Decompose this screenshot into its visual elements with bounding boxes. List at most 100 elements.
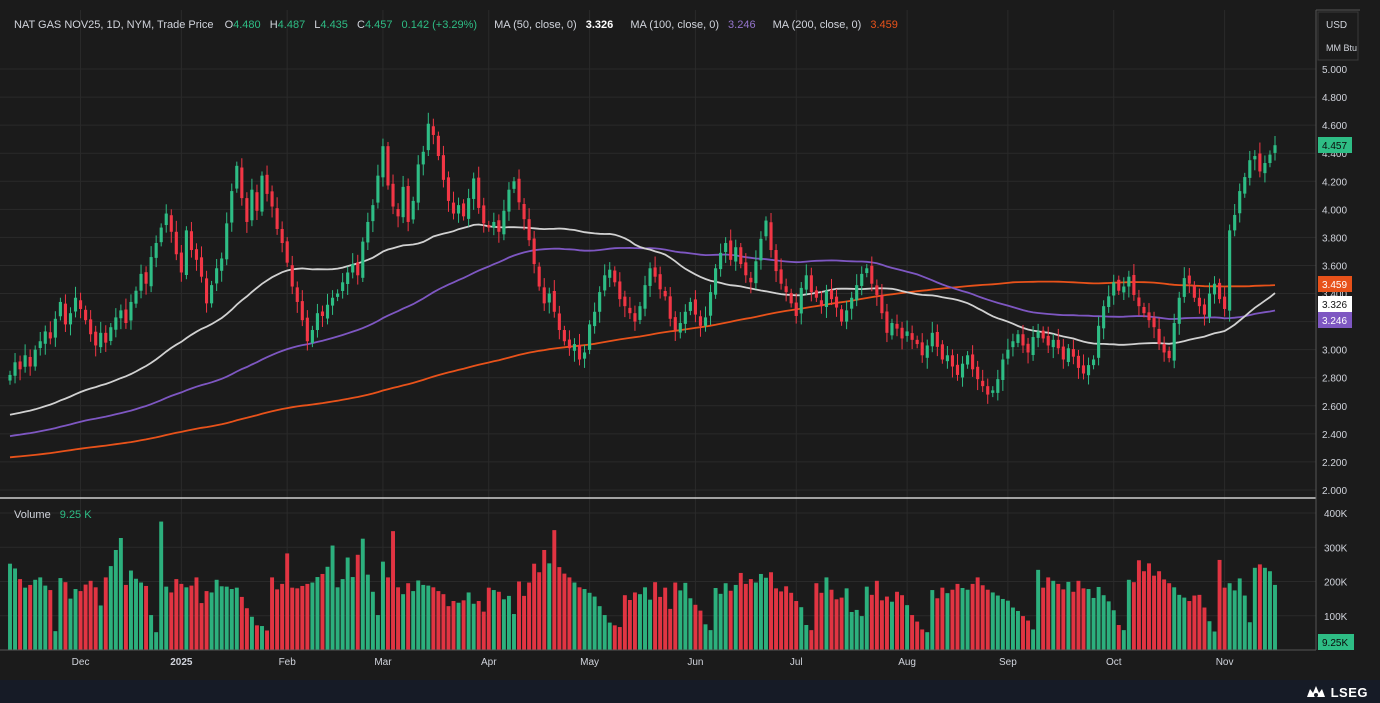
volume-bar — [310, 582, 315, 650]
candle-body — [305, 317, 309, 342]
candle-body — [320, 311, 325, 316]
ma100-label[interactable]: MA (100, close, 0) — [630, 19, 719, 31]
volume-bar — [965, 589, 970, 650]
candle — [1046, 326, 1050, 354]
volume-bar — [799, 607, 804, 650]
candle — [1081, 354, 1086, 380]
volume-bar — [401, 594, 406, 650]
volume-bar — [1212, 631, 1217, 650]
candle — [1092, 355, 1096, 370]
candle-body — [1207, 293, 1212, 318]
candle-body — [542, 287, 546, 304]
candle-body — [1233, 214, 1237, 231]
volume-bar — [522, 595, 527, 650]
volume-bar — [839, 597, 844, 650]
volume-bar — [290, 587, 295, 650]
candle-body — [1273, 145, 1277, 153]
symbol-description[interactable]: NAT GAS NOV25, 1D, NYM, Trade Price — [14, 19, 214, 31]
volume-bar — [431, 587, 436, 650]
candle — [638, 301, 642, 325]
candle — [270, 185, 274, 218]
volume-bar — [441, 594, 446, 650]
volume-bar — [1257, 564, 1262, 650]
candle-body — [935, 331, 939, 347]
candle — [139, 264, 143, 299]
candle-body — [149, 257, 153, 287]
candle — [1127, 270, 1131, 298]
volume-bar — [1096, 586, 1101, 650]
candle-body — [603, 275, 607, 291]
candle-body — [779, 269, 783, 284]
chart-svg[interactable]: 5.000 4.800 4.600 4.400 4.200 4.000 3.800 3.600… — [0, 0, 1380, 680]
volume-bar — [562, 573, 567, 650]
candle-body — [789, 292, 793, 304]
volume-bar — [1106, 601, 1111, 650]
volume-bar — [159, 521, 164, 650]
volume-bar — [829, 589, 834, 650]
candle-body — [890, 323, 894, 336]
time-tick-label: 2025 — [170, 657, 193, 668]
ma100-value: 3.246 — [728, 19, 756, 31]
candle — [532, 230, 536, 274]
candle — [169, 209, 173, 243]
candle-body — [129, 301, 133, 321]
candle-body — [693, 299, 697, 315]
candle — [1117, 275, 1121, 295]
candle-body — [456, 205, 461, 214]
candle-body — [366, 221, 370, 243]
ma200-label[interactable]: MA (200, close, 0) — [773, 19, 862, 31]
price-tick-label: 2.600 — [1322, 402, 1347, 413]
candle-body — [1041, 330, 1045, 339]
brand-text: LSEG — [1330, 684, 1368, 700]
volume-bar — [1172, 587, 1177, 650]
chart-frame[interactable]: 5.000 4.800 4.600 4.400 4.200 4.000 3.800 3.600… — [0, 0, 1380, 680]
candle-body — [426, 123, 430, 151]
candle-body — [330, 297, 335, 306]
candle-body — [608, 269, 612, 278]
ma50-label[interactable]: MA (50, close, 0) — [494, 19, 577, 31]
candle-body — [900, 327, 904, 339]
volume-bar — [1227, 583, 1232, 650]
candle — [734, 239, 738, 271]
candle — [971, 345, 975, 377]
volume-bar — [1016, 610, 1020, 650]
candle — [542, 278, 546, 311]
candle — [920, 333, 924, 363]
candle — [1152, 311, 1156, 339]
candle — [134, 286, 138, 308]
volume-bar — [1217, 559, 1222, 650]
volume-legend-label[interactable]: Volume — [14, 509, 51, 521]
candle — [769, 212, 773, 258]
volume-bar — [743, 583, 748, 650]
candle — [230, 183, 234, 232]
volume-bar — [1121, 630, 1126, 650]
volume-bar — [1056, 583, 1061, 650]
candle — [1026, 337, 1030, 364]
candle-body — [23, 355, 27, 367]
volume-bar — [285, 553, 290, 650]
volume-bar — [910, 615, 915, 650]
candle — [119, 304, 123, 330]
candle-body — [976, 366, 980, 380]
candle — [593, 302, 597, 334]
time-tick-label: Jun — [687, 657, 703, 668]
candle-body — [89, 319, 93, 335]
currency-selector[interactable] — [1317, 11, 1359, 61]
volume-bar — [960, 588, 965, 650]
candle-body — [572, 344, 577, 351]
volume-bar — [557, 567, 562, 650]
price-tick-label: 5.000 — [1322, 65, 1347, 76]
lseg-logo[interactable]: LSEG — [1305, 683, 1368, 701]
volume-bar — [895, 591, 899, 650]
high-value: 4.487 — [278, 19, 306, 31]
candle-body — [99, 332, 103, 348]
candle — [1051, 333, 1055, 359]
candle — [320, 305, 325, 327]
volume-bar — [587, 592, 592, 650]
volume-bar — [154, 632, 159, 650]
candle — [109, 323, 113, 346]
candle — [436, 131, 440, 161]
price-tick-label: 3.800 — [1322, 233, 1347, 244]
candle-body — [446, 177, 451, 201]
candle — [698, 310, 703, 337]
